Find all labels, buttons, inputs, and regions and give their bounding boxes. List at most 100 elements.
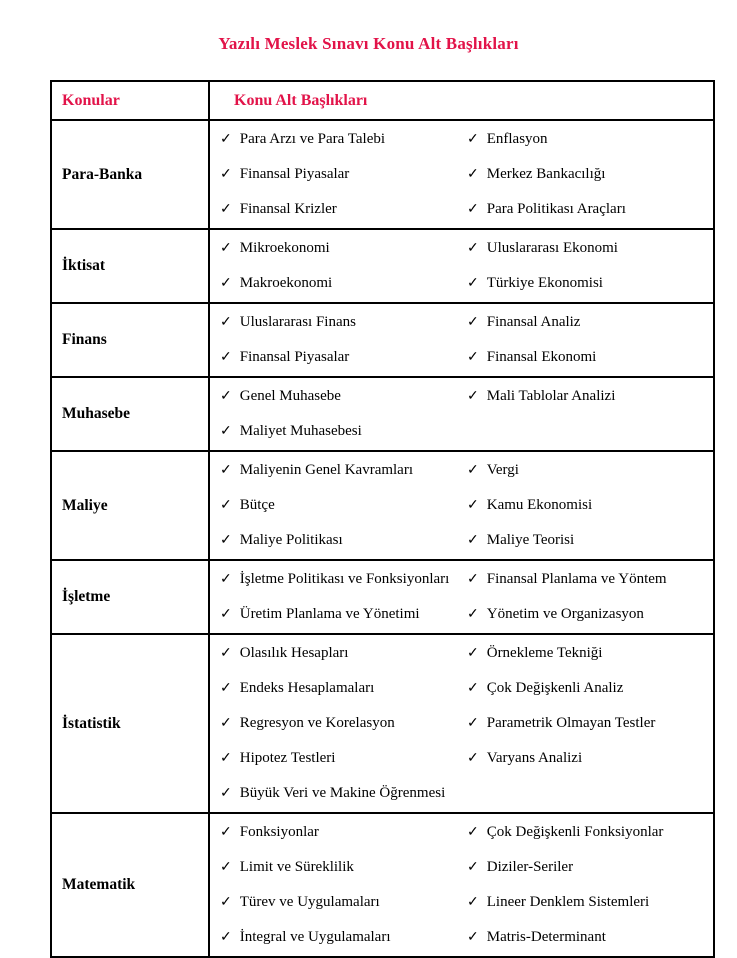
header-subtopics: Konu Alt Başlıkları — [208, 80, 715, 121]
topic-label: İstatistik — [62, 714, 121, 732]
subtopic-item: ✓ Vergi — [467, 453, 713, 488]
subtopic-item: ✓ Bütçe — [220, 488, 467, 523]
topics-table-header: Konular Konu Alt Başlıkları — [50, 80, 715, 121]
table-row: Matematik ✓ Fonksiyonlar ✓ Limit ve Süreklil… — [50, 812, 715, 958]
check-icon: ✓ — [220, 132, 232, 147]
subtopic-label: Para Politikası Araçları — [486, 201, 626, 217]
subtopic-label: Türkiye Ekonomisi — [486, 275, 603, 291]
subtopic-list: ✓ Mikroekonomi ✓ Makroekonomi — [220, 231, 467, 301]
subtopic-label: Fonksiyonlar — [239, 824, 319, 840]
subtopic-item: ✓ Türkiye Ekonomisi — [467, 266, 713, 301]
topics-table: Konular Konu Alt Başlıkları Para-Banka ✓ P… — [50, 80, 715, 958]
check-icon: ✓ — [220, 860, 232, 875]
subtopic-label: Maliye Politikası — [239, 532, 343, 548]
subtopic-item: ✓ Makroekonomi — [220, 266, 467, 301]
topic-cell: Muhasebe — [50, 376, 210, 452]
topic-label: İktisat — [62, 257, 106, 274]
check-icon: ✓ — [467, 572, 479, 587]
check-icon: ✓ — [467, 350, 479, 365]
check-icon: ✓ — [467, 167, 479, 182]
check-icon: ✓ — [220, 751, 232, 766]
check-icon: ✓ — [220, 202, 232, 217]
subtopic-item: ✓ Diziler-Seriler — [467, 850, 713, 885]
subtopic-label: Maliye Teorisi — [486, 532, 575, 548]
subtopic-item: ✓ Finansal Piyasalar — [220, 157, 467, 192]
topic-label: Muhasebe — [62, 405, 131, 422]
subtopic-label: Finansal Piyasalar — [239, 349, 350, 365]
check-icon: ✓ — [467, 132, 479, 147]
subtopic-label: Finansal Krizler — [239, 201, 337, 217]
subtopic-item: ✓ Kamu Ekonomisi — [467, 488, 713, 523]
topic-label: Matematik — [62, 876, 136, 893]
subtopic-list: ✓ Fonksiyonlar ✓ Limit ve Süreklilik ✓ Türev … — [220, 815, 467, 955]
subtopic-item: ✓ Maliyet Muhasebesi — [220, 414, 467, 449]
subtopic-list: ✓ Örnekleme Tekniği ✓ Çok Değişkenli Analiz… — [467, 636, 713, 776]
subtopics-columns: ✓ Mikroekonomi ✓ Makroekonomi ✓ Uluslararası … — [220, 231, 713, 301]
check-icon: ✓ — [220, 895, 232, 910]
subtopic-item: ✓ Finansal Planlama ve Yöntem — [467, 562, 713, 597]
subtopic-label: Finansal Piyasalar — [239, 166, 350, 182]
subtopic-item: ✓ Maliyenin Genel Kavramları — [220, 453, 467, 488]
subtopics-cell: ✓ Uluslararası Finans ✓ Finansal Piyasalar ✓… — [208, 302, 715, 378]
check-icon: ✓ — [467, 315, 479, 330]
check-icon: ✓ — [220, 315, 232, 330]
check-icon: ✓ — [467, 716, 479, 731]
check-icon: ✓ — [220, 786, 232, 801]
subtopics-columns: ✓ Fonksiyonlar ✓ Limit ve Süreklilik ✓ Türev … — [220, 815, 713, 955]
subtopics-columns: ✓ İşletme Politikası ve Fonksiyonları ✓ Üre… — [220, 562, 713, 632]
subtopic-item: ✓ Finansal Analiz — [467, 305, 713, 340]
subtopic-list: ✓ Para Arzı ve Para Talebi ✓ Finansal Piyas… — [220, 122, 467, 227]
check-icon: ✓ — [220, 607, 232, 622]
subtopic-item: ✓ Olasılık Hesapları — [220, 636, 467, 671]
check-icon: ✓ — [220, 389, 232, 404]
check-icon: ✓ — [220, 463, 232, 478]
page-title: Yazılı Meslek Sınavı Konu Alt Başlıkları — [218, 34, 519, 53]
topic-cell: İşletme — [50, 559, 210, 635]
subtopics-cell: ✓ Mikroekonomi ✓ Makroekonomi ✓ Uluslararası … — [208, 228, 715, 304]
subtopics-cell: ✓ Para Arzı ve Para Talebi ✓ Finansal Piyas… — [208, 119, 715, 230]
subtopic-item: ✓ Lineer Denklem Sistemleri — [467, 885, 713, 920]
topics-table-body: Para-Banka ✓ Para Arzı ve Para Talebi ✓ Fina… — [50, 119, 715, 958]
table-row: Muhasebe ✓ Genel Muhasebe ✓ Maliyet Muhasebe… — [50, 376, 715, 452]
check-icon: ✓ — [220, 498, 232, 513]
subtopics-columns: ✓ Olasılık Hesapları ✓ Endeks Hesaplamaları… — [220, 636, 713, 811]
subtopic-list: ✓ Uluslararası Finans ✓ Finansal Piyasalar — [220, 305, 467, 375]
subtopic-list: ✓ Olasılık Hesapları ✓ Endeks Hesaplamaları… — [220, 636, 467, 811]
subtopic-label: Finansal Analiz — [486, 314, 581, 330]
check-icon: ✓ — [467, 646, 479, 661]
subtopic-item: ✓ Finansal Ekonomi — [467, 340, 713, 375]
subtopics-columns: ✓ Uluslararası Finans ✓ Finansal Piyasalar ✓… — [220, 305, 713, 375]
subtopic-item: ✓ Yönetim ve Organizasyon — [467, 597, 713, 632]
subtopic-label: Olasılık Hesapları — [239, 645, 349, 661]
subtopic-list: ✓ İşletme Politikası ve Fonksiyonları ✓ Üre… — [220, 562, 467, 632]
subtopic-label: İntegral ve Uygulamaları — [239, 929, 391, 945]
check-icon: ✓ — [220, 646, 232, 661]
subtopic-item: ✓ Merkez Bankacılığı — [467, 157, 713, 192]
subtopic-label: Üretim Planlama ve Yönetimi — [239, 606, 420, 622]
check-icon: ✓ — [220, 681, 232, 696]
subtopic-item: ✓ Maliye Politikası — [220, 523, 467, 558]
subtopic-item: ✓ Varyans Analizi — [467, 741, 713, 776]
check-icon: ✓ — [467, 389, 479, 404]
subtopic-item: ✓ Üretim Planlama ve Yönetimi — [220, 597, 467, 632]
subtopic-item: ✓ İşletme Politikası ve Fonksiyonları — [220, 562, 467, 597]
subtopic-item: ✓ Limit ve Süreklilik — [220, 850, 467, 885]
subtopic-item: ✓ Uluslararası Finans — [220, 305, 467, 340]
subtopic-item: ✓ Finansal Piyasalar — [220, 340, 467, 375]
check-icon: ✓ — [467, 930, 479, 945]
subtopics-cell: ✓ İşletme Politikası ve Fonksiyonları ✓ Üre… — [208, 559, 715, 635]
subtopic-label: Kamu Ekonomisi — [486, 497, 593, 513]
subtopics-cell: ✓ Maliyenin Genel Kavramları ✓ Bütçe ✓ Maliye… — [208, 450, 715, 561]
subtopic-item: ✓ Çok Değişkenli Fonksiyonlar — [467, 815, 713, 850]
topic-label: Finans — [62, 331, 107, 348]
topic-cell: Finans — [50, 302, 210, 378]
subtopic-label: Diziler-Seriler — [486, 859, 574, 875]
topic-label: Maliye — [62, 496, 108, 514]
topic-cell: Maliye — [50, 450, 210, 561]
check-icon: ✓ — [220, 167, 232, 182]
check-icon: ✓ — [220, 572, 232, 587]
topic-cell: Matematik — [50, 812, 210, 958]
subtopic-label: Genel Muhasebe — [239, 388, 341, 404]
check-icon: ✓ — [220, 930, 232, 945]
topic-cell: İstatistik — [50, 633, 210, 814]
